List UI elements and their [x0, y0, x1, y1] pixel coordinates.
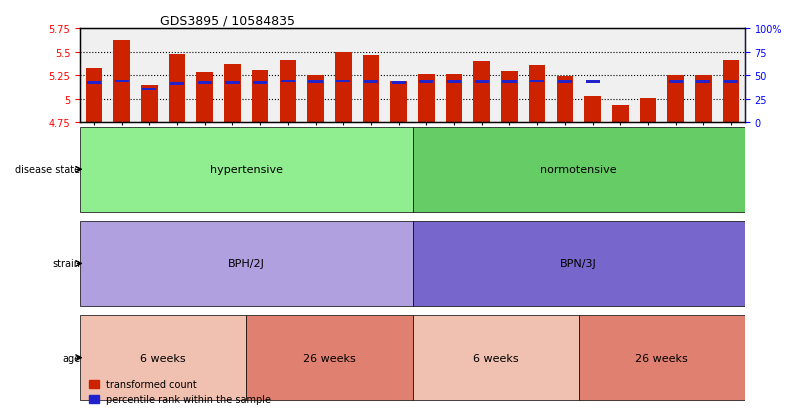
Bar	[225, 82, 239, 85]
Bar	[169, 55, 185, 123]
Bar	[557, 81, 572, 84]
Bar	[475, 81, 489, 84]
Text: 6 weeks: 6 weeks	[473, 353, 518, 363]
Bar	[696, 81, 710, 84]
Bar	[392, 82, 406, 85]
Bar	[247, 316, 413, 400]
Bar	[695, 76, 711, 123]
Bar	[308, 81, 323, 84]
Bar	[336, 81, 350, 83]
Text: strain: strain	[52, 259, 80, 269]
Text: disease state: disease state	[15, 165, 80, 175]
Text: 6 weeks: 6 weeks	[140, 353, 186, 363]
Bar	[447, 81, 461, 84]
Bar	[586, 81, 600, 84]
Bar	[419, 81, 433, 84]
Text: GDS3895 / 10584835: GDS3895 / 10584835	[160, 15, 295, 28]
Bar	[390, 81, 407, 123]
Bar	[115, 81, 129, 83]
Bar	[413, 221, 745, 306]
Bar	[141, 86, 158, 123]
Bar	[196, 73, 213, 123]
Bar	[723, 61, 739, 123]
Bar	[473, 62, 490, 123]
Bar	[364, 81, 378, 84]
Bar	[86, 69, 103, 123]
Bar	[308, 76, 324, 123]
Bar	[198, 82, 211, 85]
Legend: transformed count, percentile rank within the sample: transformed count, percentile rank withi…	[85, 375, 276, 408]
Bar	[335, 52, 352, 123]
Bar	[724, 81, 739, 84]
Bar	[80, 316, 247, 400]
Text: normotensive: normotensive	[541, 165, 617, 175]
Bar	[224, 64, 241, 123]
Bar	[445, 75, 462, 123]
Bar	[667, 76, 684, 123]
Bar	[170, 83, 184, 85]
Text: age: age	[62, 353, 80, 363]
Bar	[281, 81, 295, 83]
Bar	[579, 316, 745, 400]
Bar	[612, 106, 629, 123]
Bar	[363, 56, 380, 123]
Bar	[114, 41, 130, 123]
Bar	[418, 75, 435, 123]
Bar	[413, 128, 745, 212]
Bar	[252, 71, 268, 123]
Bar	[87, 82, 101, 85]
Bar	[253, 82, 268, 85]
Bar	[584, 97, 601, 123]
Text: 26 weeks: 26 weeks	[303, 353, 356, 363]
Text: hypertensive: hypertensive	[210, 165, 283, 175]
Bar	[413, 316, 579, 400]
Bar	[530, 81, 544, 83]
Bar	[501, 72, 517, 123]
Text: 26 weeks: 26 weeks	[635, 353, 688, 363]
Bar	[280, 61, 296, 123]
Bar	[80, 128, 413, 212]
Text: BPH/2J: BPH/2J	[227, 259, 265, 269]
Bar	[502, 81, 517, 84]
Bar	[669, 81, 682, 84]
Bar	[557, 77, 574, 123]
Bar	[529, 66, 545, 123]
Bar	[640, 98, 656, 123]
Bar	[143, 89, 156, 91]
Text: BPN/3J: BPN/3J	[561, 259, 597, 269]
Bar	[80, 221, 413, 306]
